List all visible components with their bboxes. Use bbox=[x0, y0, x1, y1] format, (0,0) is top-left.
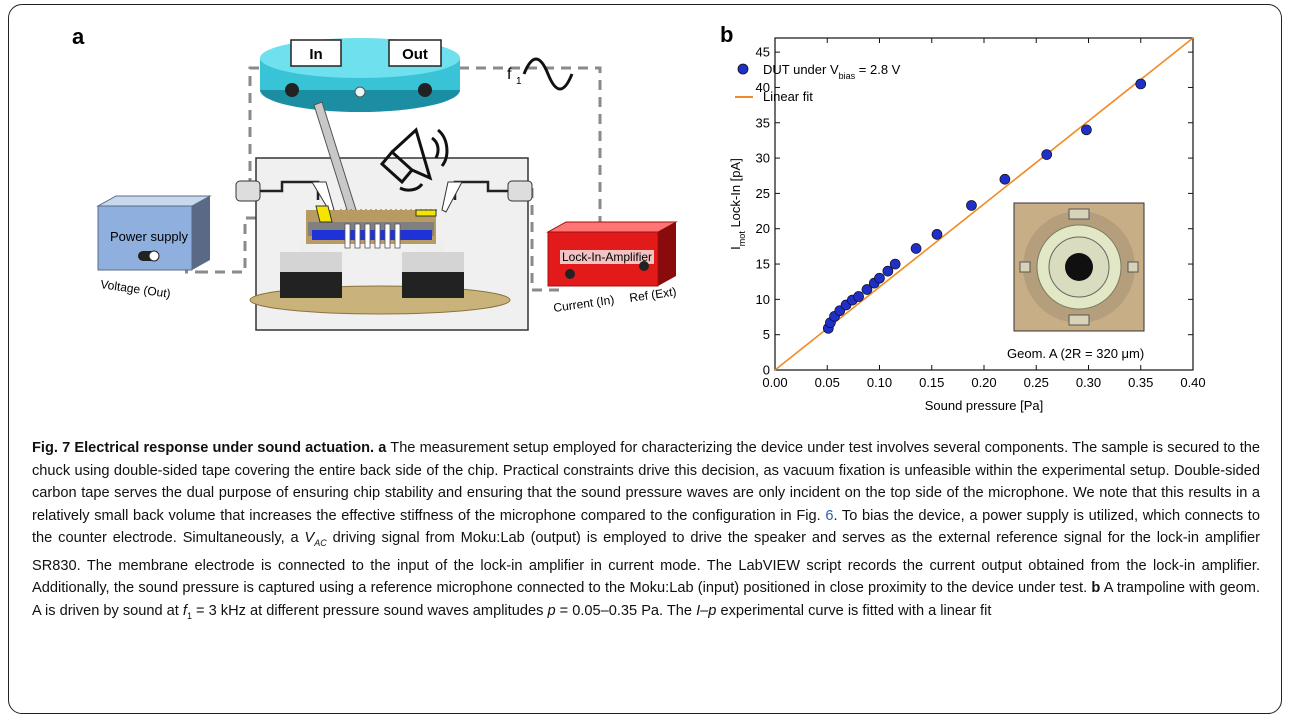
figure-caption: Fig. 7 Electrical response under sound a… bbox=[32, 437, 1260, 628]
device-cross-section bbox=[249, 205, 511, 315]
caption-text-4: A trampoline with geom. A is driven by s… bbox=[32, 580, 1261, 620]
caption-fig-label: Fig. 7 Electrical response under sound a… bbox=[32, 440, 375, 456]
caption-vac: V bbox=[304, 530, 315, 547]
panel-b-letter: b bbox=[720, 22, 733, 47]
caption-text-3: driving signal from Moku:Lab (output) is… bbox=[32, 530, 1260, 597]
y-axis-label: Imot Lock-In [pA] bbox=[728, 158, 747, 250]
setup-diagram: a In Out f 1 bbox=[72, 24, 678, 331]
y-tick-label: 25 bbox=[756, 186, 770, 201]
panel-a-letter: a bbox=[72, 24, 85, 49]
y-tick-label: 20 bbox=[756, 221, 770, 236]
inset-label: Geom. A (2R = 320 μm) bbox=[1007, 346, 1144, 361]
iv-chart: b 0.00 0.05 0.10 0.15 0.20 0.25 0.30 0.35 0.40 0 5… bbox=[720, 22, 1206, 413]
y-tick-label: 30 bbox=[756, 151, 770, 166]
caption-f1-sub: 1 bbox=[186, 610, 192, 621]
x-tick-label: 0.25 bbox=[1024, 375, 1049, 390]
figure-frame bbox=[8, 4, 1282, 714]
data-point bbox=[931, 229, 943, 240]
caption-ip: I–p bbox=[696, 603, 717, 620]
legend-fit-label: Linear fit bbox=[763, 89, 813, 104]
data-point bbox=[1081, 124, 1092, 136]
data-point bbox=[999, 173, 1011, 185]
caption-a-label: a bbox=[378, 440, 387, 456]
f1-label: f bbox=[507, 66, 512, 83]
legend-dut-label: DUT under V bbox=[763, 62, 839, 77]
fit-line bbox=[774, 37, 1194, 371]
x-tick-label: 0.35 bbox=[1128, 375, 1153, 390]
f1-sub: 1 bbox=[516, 76, 522, 87]
x-tick-label: 0.10 bbox=[867, 375, 892, 390]
legend: DUT under Vbias = 2.8 V Linear fit bbox=[735, 62, 901, 104]
current-in-port bbox=[565, 269, 575, 279]
sine-wave-icon bbox=[522, 57, 574, 91]
caption-text-1: The measurement setup employed for chara… bbox=[32, 440, 1260, 524]
x-axis-label: Sound pressure [Pa] bbox=[925, 398, 1044, 413]
ref-ext-port bbox=[639, 261, 649, 271]
data-point bbox=[853, 291, 864, 302]
data-point bbox=[882, 265, 894, 277]
signal-f1: f 1 bbox=[507, 57, 574, 91]
caption-text-2: . To bias the device, a power supply is … bbox=[32, 507, 1260, 547]
y-tick-label: 35 bbox=[756, 115, 770, 130]
data-point bbox=[1041, 149, 1053, 160]
moku-lab-device: In Out bbox=[260, 38, 460, 112]
caption-text-6: = 0.05–0.35 Pa. The bbox=[559, 603, 693, 620]
data-point bbox=[1135, 78, 1147, 90]
caption-vac-sub: AC bbox=[314, 538, 327, 549]
caption-fig-ref[interactable]: 6 bbox=[825, 507, 834, 524]
y-tick-label: 15 bbox=[756, 257, 770, 272]
plot-area: 0.00 0.05 0.10 0.15 0.20 0.25 0.30 0.35 0.40 0 5 10… bbox=[728, 37, 1206, 413]
y-tick-label: 40 bbox=[756, 80, 770, 95]
in-label: In bbox=[309, 46, 322, 63]
out-knob bbox=[388, 39, 442, 67]
x-tick-label: 0.30 bbox=[1076, 375, 1101, 390]
x-tick-label: 0.05 bbox=[815, 375, 840, 390]
caption-p: p bbox=[547, 603, 556, 620]
y-tick-label: 0 bbox=[763, 363, 770, 378]
inset-dark-center bbox=[1065, 253, 1093, 281]
moku-port-left bbox=[285, 83, 299, 97]
x-tick-label: 0.20 bbox=[971, 375, 996, 390]
data-point bbox=[861, 284, 873, 295]
legend-dut-rest: = 2.8 V bbox=[855, 62, 900, 77]
x-tick-label: 0.00 bbox=[762, 375, 787, 390]
inset-micrograph bbox=[1013, 202, 1145, 332]
power-supply: Power supply Voltage (Out) bbox=[96, 195, 212, 301]
in-knob bbox=[290, 39, 342, 67]
data-point bbox=[910, 243, 922, 254]
caption-f1: f bbox=[182, 603, 187, 620]
ref-ext-label: Ref (Ext) bbox=[628, 285, 677, 305]
speaker-icon bbox=[379, 127, 449, 192]
data-point bbox=[874, 272, 885, 284]
caption-text-5: = 3 kHz at different pressure sound wave… bbox=[196, 603, 544, 620]
power-supply-label: Power supply bbox=[110, 229, 189, 244]
x-tick-label: 0.15 bbox=[919, 375, 944, 390]
legend-marker-dut bbox=[737, 63, 749, 75]
lock-in-amplifier: Lock-In-Amplifier Current (In) Ref (Ext) bbox=[546, 221, 678, 315]
legend-dut-sub: bias bbox=[839, 71, 856, 81]
data-point bbox=[966, 200, 977, 211]
y-tick-label: 45 bbox=[756, 45, 770, 60]
voltage-out-label: Voltage (Out) bbox=[100, 277, 172, 301]
x-tick-label: 0.40 bbox=[1180, 375, 1205, 390]
caption-b-label: b bbox=[1091, 580, 1101, 597]
y-tick-label: 5 bbox=[763, 327, 770, 342]
caption-text-7: experimental curve is fitted with a line… bbox=[720, 603, 992, 620]
lock-in-label: Lock-In-Amplifier bbox=[562, 250, 652, 264]
moku-port-right bbox=[418, 83, 432, 97]
chamber-connectors bbox=[235, 180, 533, 213]
y-tick-label: 10 bbox=[756, 292, 770, 307]
svg-text:DUT under Vbias = 2.8 V: DUT under Vbias = 2.8 V bbox=[763, 62, 901, 81]
out-label: Out bbox=[402, 46, 428, 63]
data-point bbox=[889, 258, 901, 270]
current-in-label: Current (In) bbox=[552, 293, 615, 315]
